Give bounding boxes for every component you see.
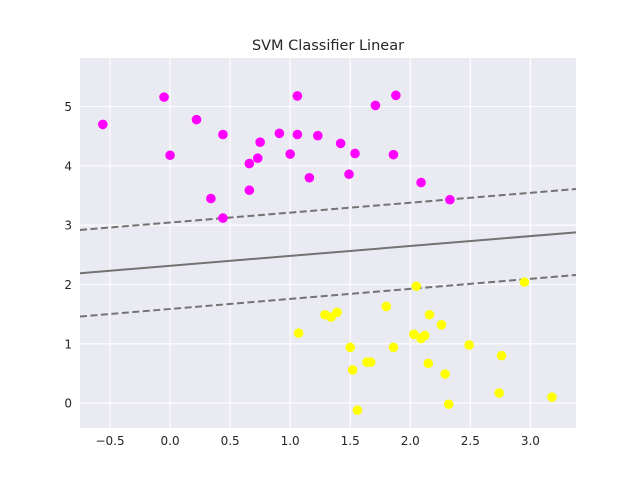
class-a-point (244, 158, 255, 169)
class-a-point (255, 137, 265, 147)
y-tick-label: 0 (64, 397, 72, 411)
class-a-point (304, 172, 315, 183)
x-tick-label: 2.0 (401, 434, 420, 448)
class-a-point (370, 100, 381, 111)
class-b-point (381, 301, 392, 312)
y-tick-label: 5 (64, 100, 72, 114)
class-b-point (496, 350, 507, 361)
class-b-point (443, 399, 454, 410)
class-a-point (391, 90, 401, 101)
decision-boundary-line (79, 231, 577, 275)
class-a-point (218, 213, 228, 223)
class-a-point (350, 148, 360, 159)
class-b-point (519, 277, 530, 287)
class-a-point (274, 128, 285, 139)
margin-line (79, 188, 577, 231)
class-a-point (244, 185, 255, 196)
class-b-point (388, 342, 399, 353)
class-b-point (409, 329, 419, 340)
class-a-point (191, 114, 202, 125)
class-b-point (411, 281, 422, 292)
class-b-point (440, 369, 450, 379)
x-tick-label: −0.5 (95, 434, 124, 448)
class-b-point (494, 388, 504, 398)
x-tick-label: 1.0 (281, 434, 300, 448)
margin-line (79, 274, 577, 318)
class-a-point (312, 130, 323, 141)
y-tick-label: 2 (64, 278, 72, 292)
class-b-point (464, 340, 474, 350)
class-a-point (218, 129, 228, 140)
class-b-point (419, 330, 430, 341)
class-b-point (547, 392, 557, 402)
class-b-point (365, 357, 376, 367)
class-a-point (292, 129, 303, 140)
class-b-point (352, 405, 363, 416)
x-tick-label: 0.5 (221, 434, 240, 448)
x-axis-ticks: −0.5 0.0 0.5 1.0 1.5 2.0 2.5 3.0 (95, 434, 539, 448)
x-tick-label: 0.0 (161, 434, 180, 448)
class-b-point (424, 309, 435, 320)
chart-title: SVM Classifier Linear (252, 38, 404, 54)
decision-lines (79, 188, 577, 318)
class-b-point (423, 358, 434, 369)
class-a-point (252, 153, 263, 164)
class-b-point (347, 365, 358, 375)
y-axis-ticks: 0 1 2 3 4 5 (64, 100, 72, 410)
class-b-point (293, 328, 304, 338)
plot-area (80, 58, 576, 428)
class-b-point (332, 307, 342, 318)
class-a-point (285, 149, 295, 159)
x-tick-label: 2.5 (461, 434, 480, 448)
class-a-point (416, 177, 426, 188)
class-a-point (206, 193, 216, 204)
class-a-point (165, 150, 175, 161)
class-a-point (445, 194, 455, 205)
class-a-point (388, 149, 399, 160)
x-tick-label: 3.0 (521, 434, 540, 448)
y-tick-label: 3 (64, 219, 72, 233)
y-tick-label: 1 (64, 337, 72, 351)
y-tick-label: 4 (64, 159, 72, 173)
class-a-point (159, 92, 169, 102)
class-b-point (436, 320, 447, 330)
x-tick-label: 1.5 (341, 434, 360, 448)
grid (80, 58, 576, 428)
class-a-point (335, 138, 346, 149)
data-points (98, 90, 557, 416)
class-a-point (98, 119, 108, 130)
class-a-point (292, 91, 303, 101)
class-a-point (344, 169, 354, 180)
class-b-point (345, 342, 356, 353)
